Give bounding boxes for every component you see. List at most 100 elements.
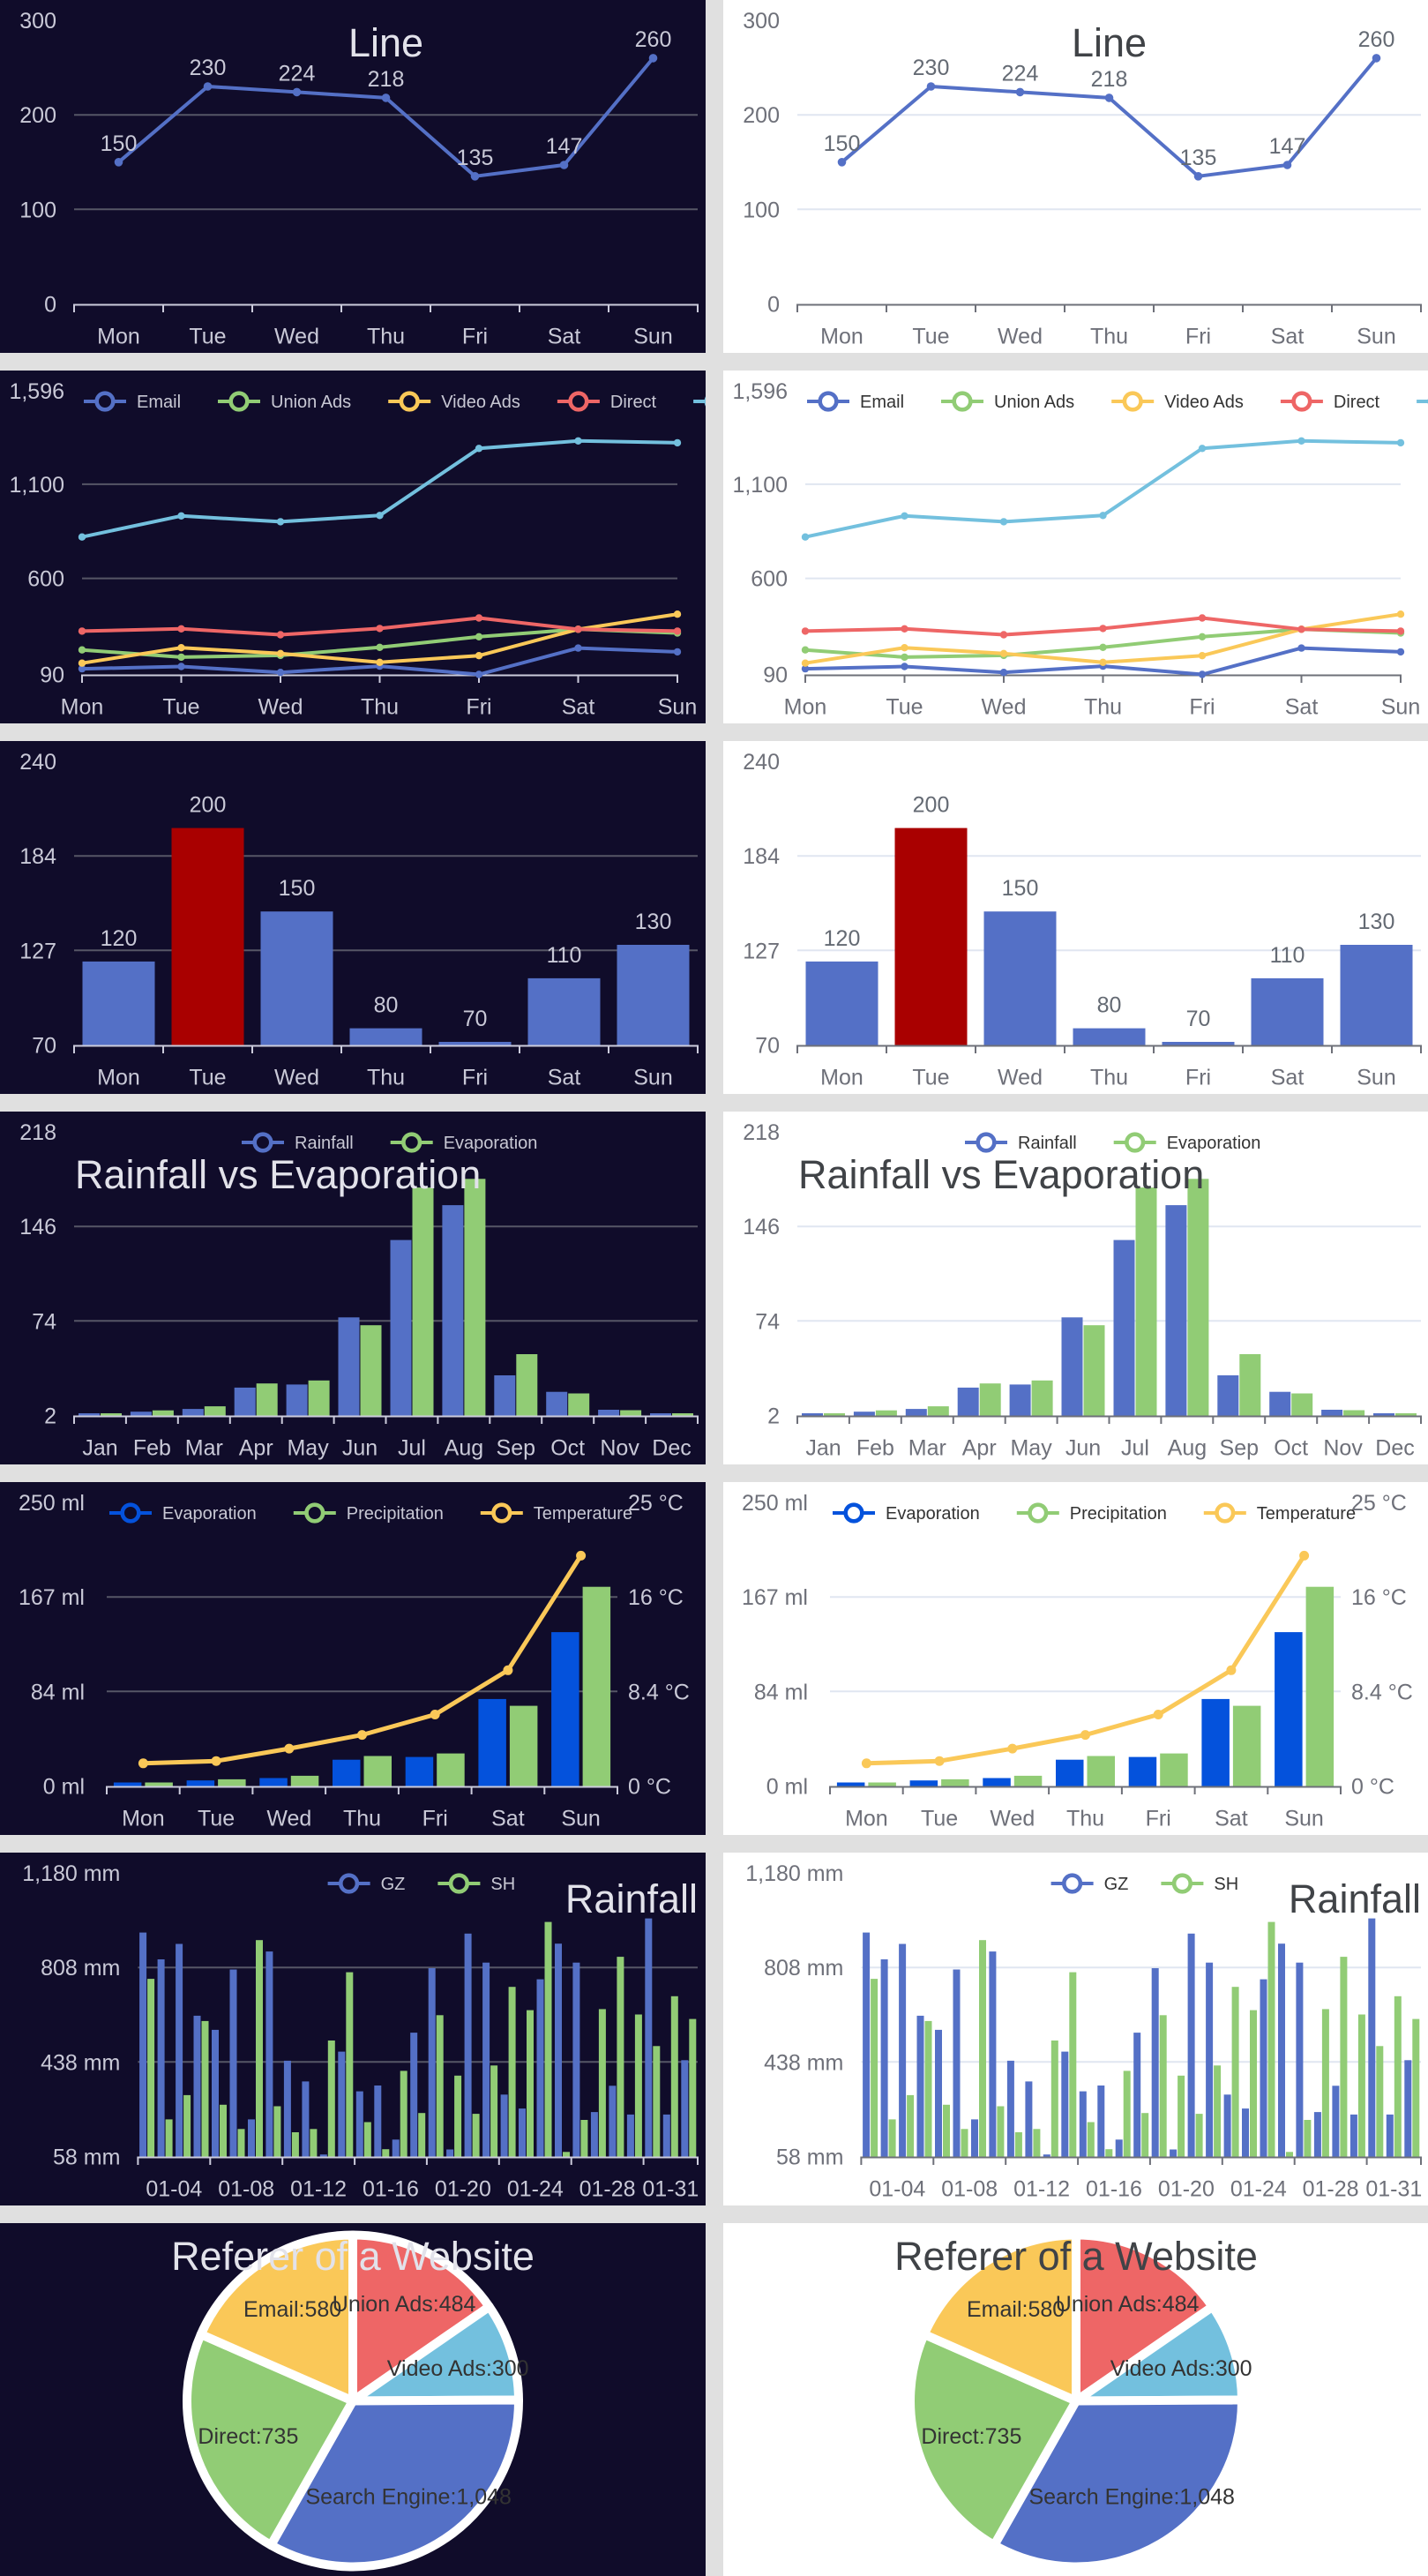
svg-text:Jan: Jan [82,1436,117,1461]
svg-text:Wed: Wed [990,1807,1035,1831]
svg-text:Video Ads:300: Video Ads:300 [1110,2356,1252,2381]
svg-text:58 mm: 58 mm [53,2145,120,2170]
svg-text:Line: Line [348,20,423,65]
svg-text:150: 150 [101,131,138,156]
svg-text:2: 2 [44,1404,56,1429]
svg-text:Union Ads: Union Ads [994,393,1074,412]
svg-text:74: 74 [755,1309,780,1334]
svg-text:Mon: Mon [97,325,140,349]
svg-text:Rainfall: Rainfall [1288,1876,1420,1921]
svg-text:01-20: 01-20 [435,2177,491,2202]
svg-text:Sun: Sun [561,1807,600,1831]
svg-text:Thu: Thu [361,695,399,720]
svg-text:808 mm: 808 mm [764,1956,843,1981]
svg-text:146: 146 [19,1215,56,1239]
svg-text:Mon: Mon [97,1066,140,1090]
svg-text:1,180 mm: 1,180 mm [745,1861,843,1886]
svg-text:200: 200 [912,793,949,818]
svg-text:438 mm: 438 mm [764,2050,843,2075]
svg-text:90: 90 [40,663,64,688]
svg-text:Rainfall: Rainfall [1018,1134,1077,1153]
svg-text:Wed: Wed [274,1066,319,1090]
svg-text:Apr: Apr [239,1436,273,1461]
svg-text:0 °C: 0 °C [628,1775,671,1800]
svg-text:Evaporation: Evaporation [886,1504,980,1524]
svg-text:Nov: Nov [600,1436,639,1461]
svg-text:250 ml: 250 ml [19,1491,85,1516]
svg-text:01-12: 01-12 [1013,2177,1070,2202]
svg-text:25 °C: 25 °C [1351,1491,1407,1516]
svg-text:8.4 °C: 8.4 °C [1351,1680,1413,1704]
svg-text:Fri: Fri [462,325,488,349]
svg-text:1,596: 1,596 [9,379,64,404]
svg-text:130: 130 [635,910,672,934]
svg-text:Mon: Mon [783,695,826,720]
svg-text:Tue: Tue [189,1066,226,1090]
svg-text:135: 135 [457,146,494,170]
svg-text:600: 600 [27,567,64,592]
svg-text:Mon: Mon [122,1807,165,1831]
svg-text:Sun: Sun [633,325,672,349]
svg-text:Sat: Sat [1284,695,1318,720]
svg-text:Fri: Fri [466,695,491,720]
svg-text:01-04: 01-04 [869,2177,925,2202]
svg-text:Wed: Wed [998,325,1043,349]
svg-text:Temperature: Temperature [1256,1504,1355,1524]
svg-text:184: 184 [743,844,780,869]
svg-text:90: 90 [763,663,788,688]
svg-text:70: 70 [1185,1007,1210,1031]
svg-text:0 ml: 0 ml [766,1775,807,1800]
svg-text:Thu: Thu [367,1066,405,1090]
svg-text:0 ml: 0 ml [43,1775,85,1800]
svg-text:Precipitation: Precipitation [1069,1504,1166,1524]
svg-text:Aug: Aug [1167,1436,1206,1461]
svg-text:240: 240 [19,750,56,775]
svg-text:Tue: Tue [912,1066,949,1090]
svg-text:250 ml: 250 ml [741,1491,807,1516]
svg-text:Mar: Mar [908,1436,946,1461]
svg-text:Feb: Feb [856,1436,893,1461]
svg-text:Fri: Fri [462,1066,488,1090]
svg-text:110: 110 [547,943,582,968]
svg-text:Sun: Sun [1284,1807,1323,1831]
svg-text:120: 120 [101,926,138,951]
svg-text:Video Ads:300: Video Ads:300 [387,2356,529,2381]
svg-text:01-31: 01-31 [1365,2177,1422,2202]
svg-text:Sat: Sat [562,695,595,720]
svg-text:Apr: Apr [961,1436,996,1461]
svg-text:218: 218 [743,1120,780,1145]
svg-text:Tue: Tue [189,325,226,349]
svg-text:Aug: Aug [445,1436,483,1461]
svg-text:Sat: Sat [548,325,581,349]
svg-text:GZ: GZ [1103,1875,1128,1894]
svg-text:01-20: 01-20 [1157,2177,1214,2202]
svg-text:Thu: Thu [1089,325,1127,349]
svg-text:01-24: 01-24 [1230,2177,1286,2202]
svg-text:80: 80 [374,993,399,1018]
svg-text:Fri: Fri [1145,1807,1170,1831]
svg-text:Jul: Jul [398,1436,426,1461]
svg-text:Feb: Feb [133,1436,171,1461]
svg-text:Fri: Fri [1185,325,1210,349]
svg-text:01-28: 01-28 [1302,2177,1358,2202]
svg-text:127: 127 [19,939,56,963]
svg-text:Wed: Wed [266,1807,311,1831]
svg-text:Evaporation: Evaporation [162,1504,257,1524]
svg-text:Mon: Mon [820,325,864,349]
svg-text:SH: SH [1214,1875,1238,1894]
svg-text:Precipitation: Precipitation [347,1504,444,1524]
svg-text:Wed: Wed [981,695,1026,720]
svg-text:GZ: GZ [381,1875,406,1894]
svg-text:Video Ads: Video Ads [441,393,520,412]
svg-text:Tue: Tue [921,1807,958,1831]
svg-text:01-12: 01-12 [290,2177,347,2202]
svg-text:Email: Email [860,393,904,412]
svg-text:Mar: Mar [185,1436,223,1461]
svg-text:Nov: Nov [1323,1436,1363,1461]
svg-text:Search Engine:1,048: Search Engine:1,048 [305,2484,512,2509]
svg-text:Thu: Thu [367,325,405,349]
svg-text:8.4 °C: 8.4 °C [628,1680,690,1704]
svg-text:Email:580: Email:580 [967,2297,1065,2322]
svg-text:Evaporation: Evaporation [444,1134,538,1153]
svg-text:Rainfall: Rainfall [295,1134,354,1153]
